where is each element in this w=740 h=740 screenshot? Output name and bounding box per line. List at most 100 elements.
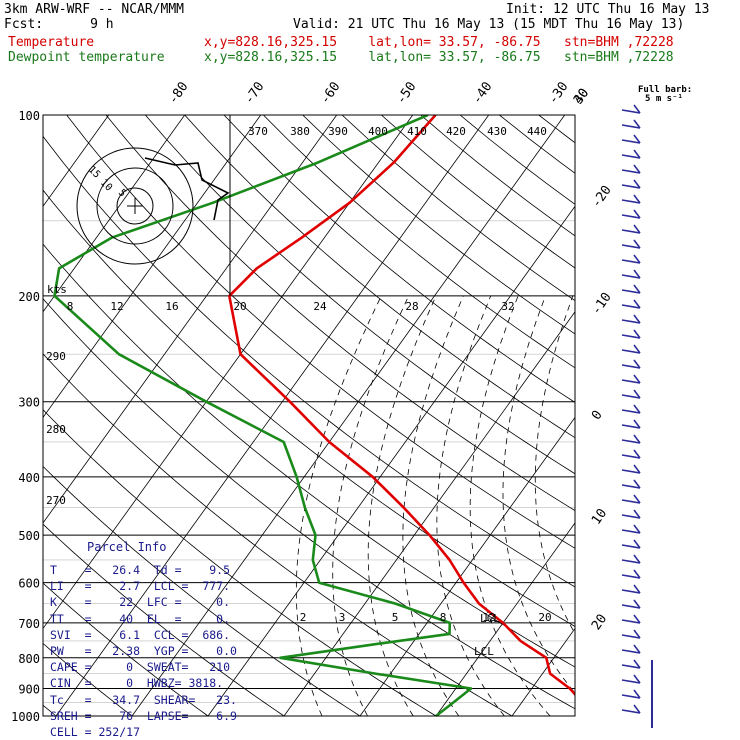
dry-adiabat (43, 298, 575, 710)
barb-flag (633, 584, 641, 594)
barb-staff (621, 184, 641, 189)
wind-barb (621, 194, 641, 204)
pressure-label: 400 (18, 471, 40, 485)
wind-barb (621, 224, 641, 234)
barb-flag (633, 359, 641, 369)
wind-barb (621, 524, 641, 534)
barb-staff (621, 394, 641, 399)
barb-staff (621, 484, 641, 489)
theta-label: 430 (487, 125, 507, 138)
barb-flag (633, 674, 641, 684)
wind-barb (621, 674, 641, 684)
barb-staff (621, 139, 641, 144)
wind-barb (621, 644, 641, 654)
barb-staff (621, 214, 641, 219)
barb-staff (621, 424, 641, 429)
lcl-marker: LCL (474, 645, 494, 658)
barb-staff (621, 514, 641, 519)
dry-adiabat (43, 243, 575, 668)
barb-flag (633, 689, 641, 699)
barb-staff (621, 169, 641, 174)
barb-staff (621, 334, 641, 339)
barb-flag (633, 269, 641, 279)
hodograph-ring-label: 15 (86, 164, 102, 180)
barb-flag (633, 254, 641, 264)
wind-barb (621, 599, 641, 609)
parcel-info-row: K = 22 LFC = 0. (50, 595, 231, 610)
wind-barb (621, 629, 641, 639)
temperature-profile (228, 115, 575, 697)
dry-adiabat (43, 409, 437, 717)
barb-staff (621, 244, 641, 249)
barb-staff (621, 559, 641, 564)
barb-staff (621, 199, 641, 204)
barb-staff (621, 679, 641, 684)
wind-barb (621, 209, 641, 219)
barb-staff (621, 574, 641, 579)
hodograph-trace (144, 157, 230, 221)
isotherm-label: -20 (589, 183, 615, 211)
isotherm-line (435, 522, 575, 717)
barb-flag (633, 194, 641, 204)
wind-barbs (621, 104, 653, 728)
barb-flag (633, 299, 641, 309)
dry-adiabat (43, 642, 133, 717)
dry-adiabat (538, 115, 575, 144)
isotherm-line (359, 416, 575, 717)
dry-adiabat (43, 523, 285, 717)
dewpoint-location: x,y=828.16,325.15 lat,lon= 33.57, -86.75… (204, 50, 674, 65)
wind-barb (621, 614, 641, 624)
barb-flag (633, 449, 641, 459)
barb-staff (621, 604, 641, 609)
barb-staff (621, 154, 641, 159)
plot-frame (42, 114, 576, 717)
pressure-label: 500 (18, 529, 40, 543)
isotherm-line (43, 115, 338, 524)
wind-barb (621, 434, 641, 444)
barb-staff (621, 364, 641, 369)
parcel-info-row: TT = 40 EL = 0. (50, 611, 231, 626)
isotherm-line (55, 115, 490, 717)
barb-flag (633, 209, 641, 219)
isotherm-label: 20 (589, 612, 610, 633)
wind-barb (621, 584, 641, 594)
barb-staff (621, 664, 641, 669)
parcel-info-row: CELL = 252/17 (50, 725, 141, 739)
parcel-info-row: LI = 2.7 LCL = 777. (50, 579, 231, 594)
wind-barb (621, 374, 641, 384)
hodograph-axis-label: 12 (110, 300, 123, 313)
barb-flag (633, 599, 641, 609)
wind-barb (621, 569, 641, 579)
wind-barb (621, 494, 641, 504)
isotherm-line (43, 115, 262, 419)
lcl-marker: LCL (480, 612, 500, 625)
dry-adiabat (105, 115, 575, 512)
parcel-info-title: Parcel Info (87, 540, 167, 554)
isotherm-line (283, 311, 575, 717)
theta-label: 370 (248, 125, 268, 138)
wind-barb (621, 554, 641, 564)
mixing-ratio-label: 8 (440, 611, 447, 624)
barb-staff (621, 109, 641, 114)
isotherm-line (511, 627, 575, 717)
dry-adiabat (381, 115, 575, 269)
barb-flag (633, 344, 641, 354)
temperature-location: x,y=828.16,325.15 lat,lon= 33.57, -86.75… (204, 35, 674, 50)
mixing-ratio-label: 2 (300, 611, 307, 624)
isotherm-line (43, 115, 186, 313)
barb-staff (621, 454, 641, 459)
wind-barb (621, 449, 641, 459)
barb-staff (621, 619, 641, 624)
barb-staff (621, 529, 641, 534)
mixing-ratio-label: 3 (339, 611, 346, 624)
wind-barb (621, 359, 641, 369)
isotherm-label: -60 (318, 79, 344, 107)
barb-staff (621, 319, 641, 324)
barb-staff (621, 439, 641, 444)
dry-adiabat (302, 115, 575, 335)
barb-staff (621, 274, 641, 279)
hodograph-ring-label: 5 (116, 187, 128, 199)
dewpoint-legend: Dewpoint temperature (8, 50, 165, 65)
hodograph-ring (76, 147, 194, 265)
